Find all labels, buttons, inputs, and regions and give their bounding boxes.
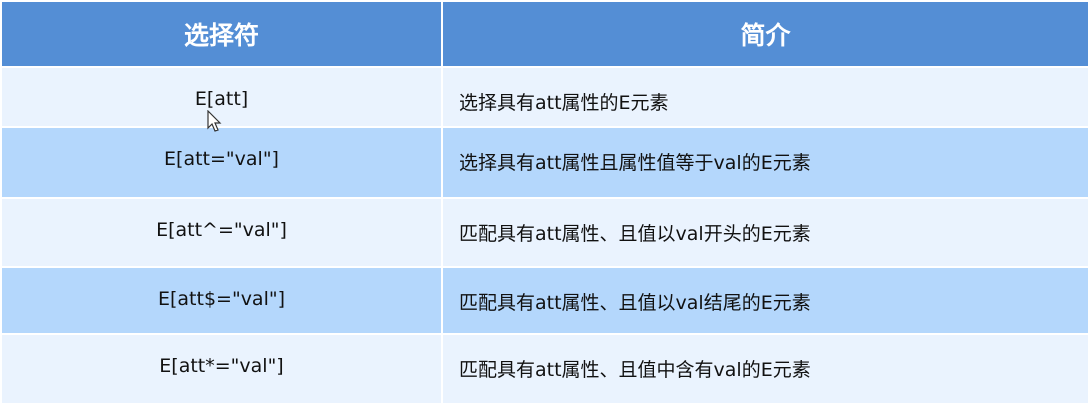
table-row: E[att^="val"] 匹配具有att属性、且值以val开头的E元素 — [0, 197, 1090, 268]
description-cell: 选择具有att属性且属性值等于val的E元素 — [441, 126, 1090, 199]
description-cell: 匹配具有att属性、且值以val开头的E元素 — [441, 197, 1090, 268]
header-description: 简介 — [441, 0, 1090, 68]
mouse-pointer-icon — [207, 110, 222, 132]
header-row: 选择符 简介 — [0, 0, 1090, 68]
selector-cell: E[att$="val"] — [0, 266, 443, 335]
selector-cell: E[att*="val"] — [0, 333, 443, 405]
table-row: E[att$="val"] 匹配具有att属性、且值以val结尾的E元素 — [0, 266, 1090, 335]
selector-cell: E[att="val"] — [0, 126, 443, 199]
header-selector: 选择符 — [0, 0, 443, 68]
description-cell: 匹配具有att属性、且值中含有val的E元素 — [441, 333, 1090, 405]
table-row: E[att*="val"] 匹配具有att属性、且值中含有val的E元素 — [0, 333, 1090, 405]
selector-cell: E[att] — [0, 66, 443, 128]
description-cell: 匹配具有att属性、且值以val结尾的E元素 — [441, 266, 1090, 335]
table-row: E[att="val"] 选择具有att属性且属性值等于val的E元素 — [0, 126, 1090, 199]
description-cell: 选择具有att属性的E元素 — [441, 66, 1090, 128]
table-row: E[att] 选择具有att属性的E元素 — [0, 66, 1090, 128]
selector-cell: E[att^="val"] — [0, 197, 443, 268]
